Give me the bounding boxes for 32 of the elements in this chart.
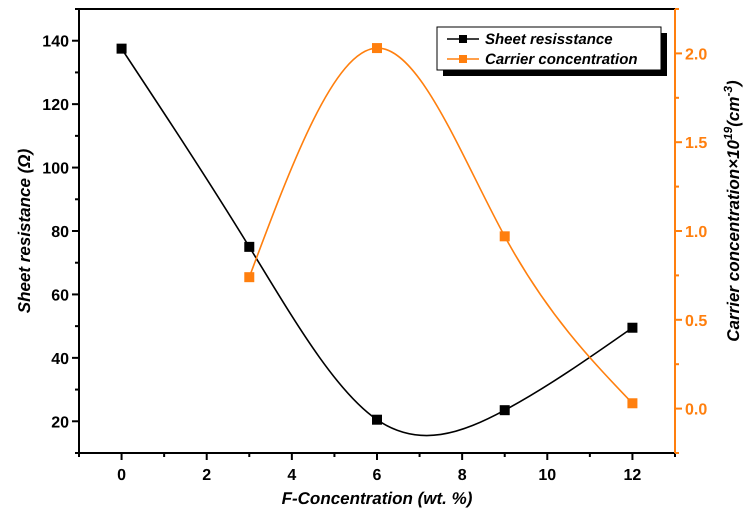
x-axis-title: F-Concentration (wt. %): [282, 489, 473, 508]
y2-tick-label: 1.5: [685, 135, 708, 152]
y2-tick-label: 0.0: [685, 402, 708, 419]
x-tick-label: 12: [624, 467, 642, 484]
point: [500, 231, 510, 242]
point: [372, 414, 382, 425]
x-tick-label: 8: [458, 467, 467, 484]
legend-label: Sheet resisstance: [485, 31, 613, 48]
point: [627, 322, 638, 333]
legend-label: Carrier concentration: [485, 51, 638, 68]
y-tick-label: 40: [51, 350, 70, 368]
y-tick-label: 140: [42, 34, 70, 51]
y-tick-label: 20: [51, 414, 70, 432]
point: [244, 272, 254, 282]
y-tick-label: 80: [51, 224, 70, 241]
y2-tick-label: 0.5: [685, 312, 708, 330]
x-tick-label: 6: [372, 467, 382, 484]
x-tick-label: 4: [287, 467, 296, 484]
x-tick-label: 0: [117, 467, 126, 484]
point: [372, 43, 382, 54]
y2-tick-label: 1.0: [685, 224, 708, 241]
point: [244, 242, 254, 252]
y-tick-label: 120: [42, 97, 70, 114]
point: [627, 398, 638, 408]
x-tick-label: 10: [538, 467, 556, 484]
y-tick-label: 100: [42, 160, 70, 178]
x-tick-label: 2: [202, 467, 212, 484]
point: [116, 44, 127, 54]
y-axis-title: Sheet resistance (Ω): [15, 148, 34, 314]
y-tick-label: 60: [51, 287, 70, 304]
point: [500, 405, 510, 416]
y2-tick-label: 2.0: [685, 46, 708, 64]
